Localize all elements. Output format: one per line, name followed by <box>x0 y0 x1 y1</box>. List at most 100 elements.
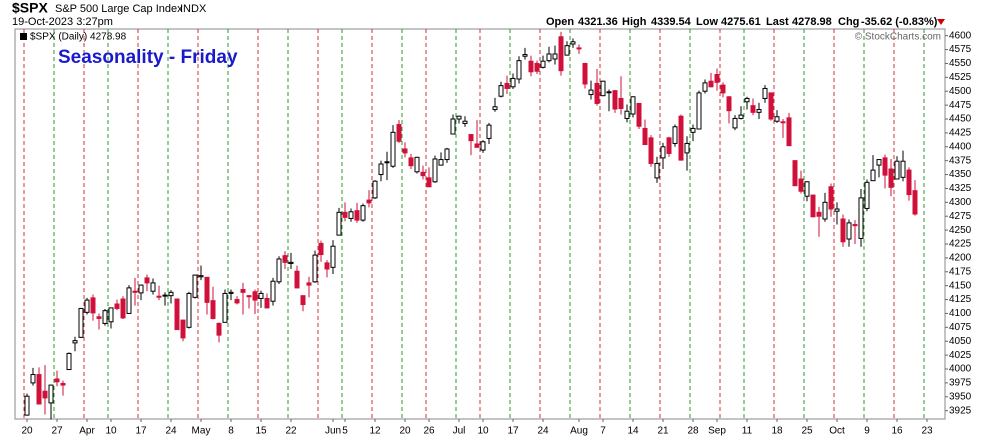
open: 4321.36 <box>578 16 618 28</box>
y-tick-label: 4525 <box>949 72 972 83</box>
candle-body <box>528 60 534 73</box>
candle-body <box>324 262 330 270</box>
candle-body <box>804 181 810 197</box>
candle-body <box>558 36 564 72</box>
candle-body <box>216 322 222 336</box>
y-tick-label: 3975 <box>949 378 972 389</box>
candle-body <box>444 148 450 161</box>
x-tick-label: Apr <box>79 426 95 437</box>
y-tick-label: 4025 <box>949 350 972 361</box>
candle-body <box>906 169 912 196</box>
candle-body <box>546 53 552 62</box>
candle-body <box>252 291 258 301</box>
y-tick-label: 4575 <box>949 44 972 55</box>
week-lines <box>23 29 925 419</box>
y-tick-label: 4000 <box>949 364 972 375</box>
candle-body <box>186 292 192 328</box>
candle-body <box>654 162 660 179</box>
candle-body <box>24 395 30 416</box>
candle-body <box>870 169 876 182</box>
candle-body <box>414 156 420 173</box>
candle-body <box>162 294 168 297</box>
candle-body <box>234 299 240 304</box>
candle-body <box>240 289 246 293</box>
candle-body <box>846 222 852 240</box>
y-tick-label: 4475 <box>949 100 972 111</box>
x-tick-label: 28 <box>687 426 699 437</box>
candle-body <box>480 141 486 151</box>
x-tick-label: 26 <box>423 426 435 437</box>
x-tick-label: May <box>192 426 211 437</box>
chart-title: Seasonality - Friday <box>58 47 238 68</box>
candle-body <box>144 277 150 284</box>
candle-body <box>696 92 702 130</box>
candle-body <box>582 62 588 85</box>
y-tick-label: 4150 <box>949 280 972 291</box>
x-tick-label: 9 <box>864 426 870 437</box>
candle-body <box>390 131 396 167</box>
candle-body <box>828 186 834 210</box>
candle-body <box>882 157 888 176</box>
candles <box>24 31 918 420</box>
candle-body <box>456 115 462 120</box>
candle-body <box>642 127 648 146</box>
y-tick-label: 4250 <box>949 225 972 236</box>
candle-body <box>450 118 456 135</box>
candle-body <box>534 62 540 72</box>
candle-body <box>312 254 318 283</box>
candle-body <box>894 160 900 180</box>
candle-body <box>180 319 186 339</box>
candle-body <box>48 384 54 404</box>
quote: Open 4321.36 High 4339.54 Low 4275.61 La… <box>546 16 938 28</box>
candle-body <box>210 300 216 319</box>
down-arrow <box>937 19 945 25</box>
candle-body <box>756 109 762 113</box>
low: 4275.61 <box>721 16 761 28</box>
x-tick-label: 10 <box>105 426 117 437</box>
x-tick-label: 25 <box>801 426 813 437</box>
candle-body <box>486 124 492 139</box>
candle-body <box>738 114 744 119</box>
y-tick-label: 4125 <box>949 294 972 305</box>
y-tick-label: 4500 <box>949 86 972 97</box>
candle-body <box>834 208 840 212</box>
x-tick-label: 20 <box>21 426 33 437</box>
y-tick-label: 4400 <box>949 141 972 152</box>
candle-body <box>246 295 252 298</box>
candle-body <box>72 340 78 344</box>
candle-body <box>624 110 630 119</box>
candle-body <box>396 124 402 142</box>
candle-body <box>774 116 780 122</box>
candle-body <box>306 282 312 286</box>
x-tick-label: 18 <box>771 426 783 437</box>
x-tick-label: 23 <box>921 426 933 437</box>
y-tick-label: 4050 <box>949 336 972 347</box>
last-label: Last <box>766 16 789 28</box>
candle-body <box>810 194 816 218</box>
candle-body <box>840 218 846 243</box>
candle-body <box>228 291 234 294</box>
candle-body <box>900 160 906 178</box>
x-tick-label: 10 <box>477 426 489 437</box>
candle-body <box>552 53 558 60</box>
x-tick-label: 5 <box>342 426 348 437</box>
candle-body <box>576 47 582 50</box>
y-tick-label: 4375 <box>949 155 972 166</box>
candle-body <box>354 210 360 221</box>
candle-body <box>876 159 882 166</box>
x-tick-label: 11 <box>742 426 753 437</box>
x-tick-label: 21 <box>657 426 669 437</box>
candle-body <box>594 82 600 104</box>
candle-body <box>42 390 48 399</box>
y-tick-label: 4425 <box>949 128 972 139</box>
candle-body <box>678 115 684 161</box>
candle-body <box>96 316 102 319</box>
high: 4339.54 <box>651 16 692 28</box>
y-tick-label: 4100 <box>949 308 972 319</box>
open-label: Open <box>546 16 574 28</box>
copyright: © StockCharts.com <box>855 32 941 43</box>
candle-body <box>498 85 504 97</box>
candle-body <box>648 137 654 164</box>
y-tick-label: 4600 <box>949 30 972 41</box>
